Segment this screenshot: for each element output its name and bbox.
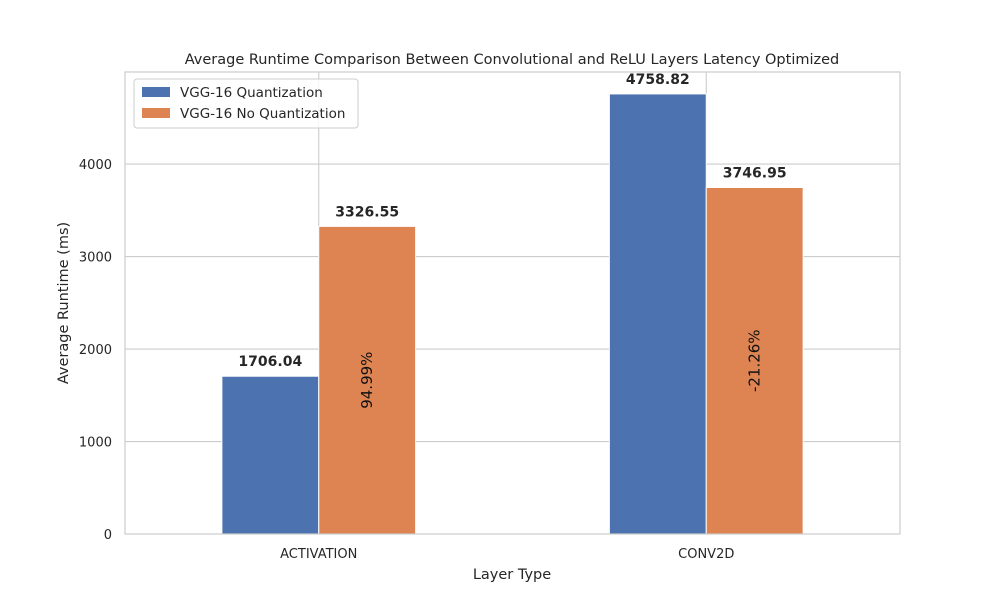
y-tick-label-1: 1000 <box>79 436 112 451</box>
y-tick-label-3: 3000 <box>79 251 112 266</box>
chart-title: Average Runtime Comparison Between Convo… <box>185 52 840 68</box>
legend: VGG-16 Quantization VGG-16 No Quantizati… <box>133 78 359 129</box>
legend-label-vgg16-quantization: VGG-16 Quantization <box>180 85 323 101</box>
x-tick-label-conv2d: CONV2D <box>678 547 734 562</box>
axis-ticks: 0 1000 2000 3000 4000 ACTIVATION CONV2D <box>79 158 734 562</box>
y-tick-label-4: 4000 <box>79 158 112 173</box>
plot-frame <box>124 71 901 535</box>
value-label-series-1-activation: 3326.55 <box>335 204 399 220</box>
legend-box <box>133 78 359 129</box>
y-tick-label-0: 0 <box>104 528 112 543</box>
bar-series-0-conv2d <box>608 93 707 535</box>
x-axis-label: Layer Type <box>473 567 551 583</box>
legend-label-vgg16-no-quantization: VGG-16 No Quantization <box>180 106 345 122</box>
percent-change-label-conv2d: -21.26% <box>746 329 764 392</box>
bar-series-0-activation <box>221 375 320 535</box>
data-labels: 1706.04 4758.82 3326.55 3746.95 94.99% -21.26… <box>238 72 786 409</box>
bar-series-1-conv2d <box>705 187 804 535</box>
legend-swatch-vgg16-quantization <box>142 87 170 97</box>
value-label-series-0-conv2d: 4758.82 <box>626 72 690 88</box>
x-tick-label-activation: ACTIVATION <box>280 547 357 562</box>
bars <box>221 93 804 535</box>
y-axis-label: Average Runtime (ms) <box>56 222 72 384</box>
value-label-series-0-activation: 1706.04 <box>238 354 302 370</box>
value-label-series-1-conv2d: 3746.95 <box>723 166 787 182</box>
percent-change-label-activation: 94.99% <box>358 352 376 409</box>
y-tick-label-2: 2000 <box>79 343 112 358</box>
legend-swatch-vgg16-no-quantization <box>142 108 170 118</box>
